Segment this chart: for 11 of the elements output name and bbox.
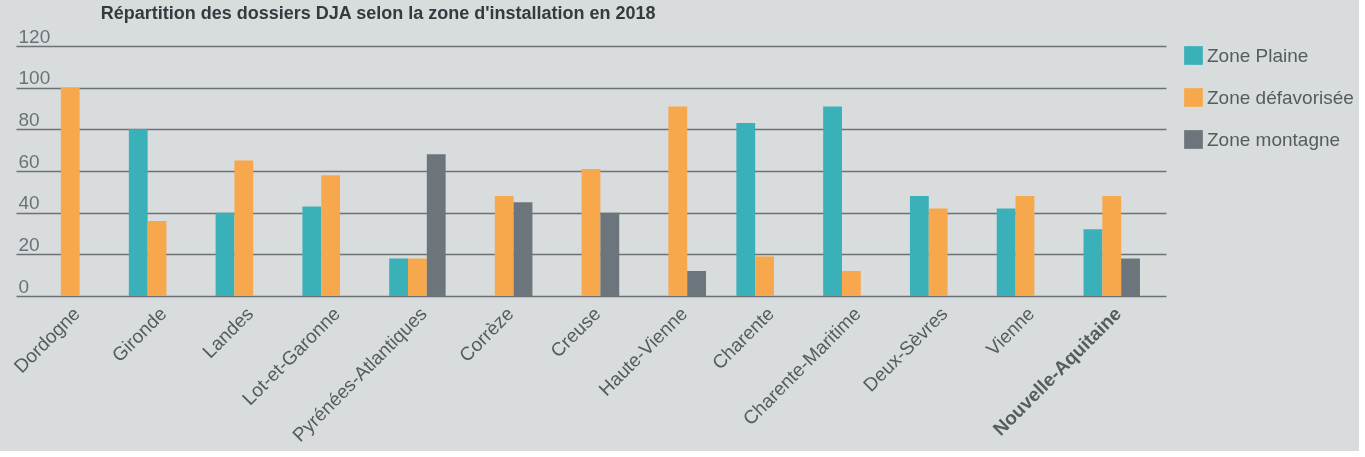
y-tick-label: 20 [18, 233, 40, 255]
legend-label: Zone montagne [1207, 128, 1341, 150]
legend-label: Zone défavorisée [1207, 86, 1354, 108]
y-tick-label: 80 [18, 108, 40, 130]
y-tick-label: 100 [18, 67, 51, 89]
y-tick-label: 120 [18, 25, 51, 47]
y-tick-label: 40 [18, 192, 40, 214]
y-tick-label: 60 [18, 150, 40, 172]
legend-label: Zone Plaine [1207, 44, 1309, 66]
y-tick-label: 0 [18, 275, 30, 297]
chart-title: Répartition des dossiers DJA selon la zone d'installation en 2018 [100, 3, 656, 23]
